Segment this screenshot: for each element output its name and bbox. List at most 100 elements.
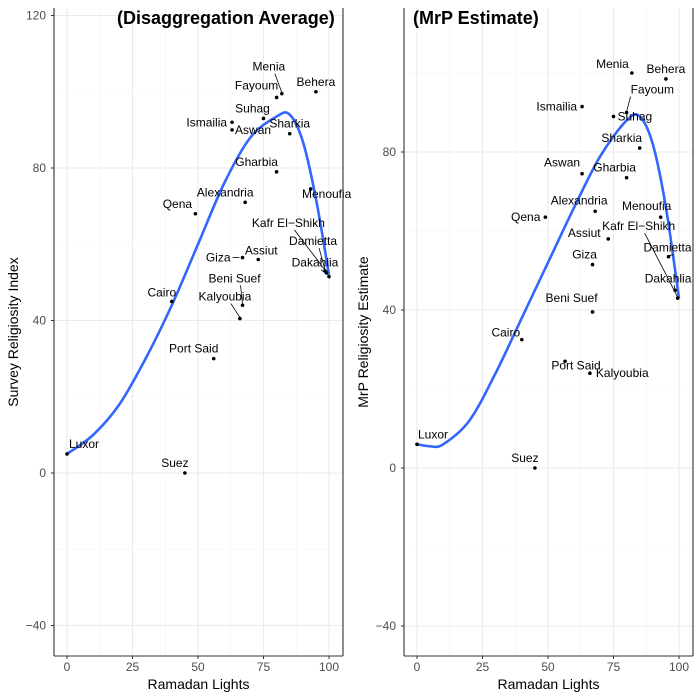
point-label: Gharbia [593, 161, 636, 175]
data-point [65, 452, 69, 456]
point-label: Menoufia [622, 199, 672, 213]
point-label: Menia [596, 57, 629, 71]
data-point [658, 215, 663, 219]
point-label: Assiut [568, 226, 601, 240]
data-point [624, 110, 629, 115]
point-label: Suhag [235, 101, 270, 115]
data-point [230, 128, 234, 132]
y-tick-label: −40 [26, 619, 47, 633]
data-point [563, 359, 567, 364]
point-label: Dakahlia [645, 271, 692, 285]
point-label: Damietta [289, 234, 337, 248]
point-label: Qena [163, 197, 193, 211]
label-leader-line [320, 269, 330, 276]
point-label: Suez [511, 451, 538, 465]
point-label: Aswan [235, 123, 271, 137]
point-label: Fayoum [235, 78, 278, 92]
data-point [606, 237, 611, 241]
label-leader-line [668, 254, 674, 257]
data-point [624, 175, 629, 180]
point-label: Behera [647, 62, 686, 76]
x-tick-label: 50 [191, 660, 205, 674]
label-leader-line [626, 96, 631, 112]
point-label: Giza [572, 248, 597, 262]
plot-area [404, 8, 693, 656]
data-point [308, 187, 313, 191]
point-label: Kafr El−Shikh [252, 216, 325, 230]
y-axis-title: MrP Religiosity Estimate [355, 256, 371, 408]
point-label: Aswan [544, 156, 580, 170]
x-tick-label: 25 [126, 660, 140, 674]
point-label: Ismailia [186, 115, 227, 129]
data-point [170, 299, 174, 304]
data-point [327, 274, 331, 279]
data-point [240, 303, 245, 308]
panel-disaggregation-average: Luxor Suez Cairo Port Said Kalyoubia Beni Sue… [5, 8, 352, 692]
point-label: Luxor [418, 427, 448, 441]
data-point [274, 170, 279, 174]
loess-smooth-line [416, 112, 681, 449]
point-label: Suez [161, 456, 188, 470]
panel-title: (MrP Estimate) [413, 8, 539, 28]
point-label: Fayoum [631, 83, 674, 97]
point-label: Menia [252, 60, 285, 74]
data-point [675, 296, 680, 300]
label-leader-line [274, 73, 283, 93]
label-leader-line [294, 229, 327, 273]
data-point [673, 288, 677, 293]
data-point [415, 442, 419, 447]
point-label: Alexandria [551, 193, 608, 207]
data-point [611, 114, 616, 119]
y-tick-label: 40 [33, 314, 47, 328]
data-point [520, 337, 524, 342]
point-label: Gharbia [235, 155, 278, 169]
data-point [287, 131, 292, 136]
data-point [238, 316, 242, 321]
y-tick-label: 0 [389, 461, 396, 475]
label-leader-line [240, 285, 243, 305]
data-point [664, 77, 668, 81]
data-point [256, 257, 261, 262]
data-point [533, 466, 537, 470]
label-leader-line [230, 303, 241, 318]
point-label: Cairo [147, 285, 176, 299]
point-label: Port Said [551, 358, 600, 372]
data-point [543, 215, 548, 219]
x-tick-label: 100 [319, 660, 339, 674]
data-point [240, 255, 245, 260]
label-leader-line [673, 285, 676, 290]
x-tick-label: 75 [257, 660, 271, 674]
point-label: Alexandria [197, 185, 254, 199]
data-point [637, 146, 642, 150]
y-tick-label: 40 [383, 303, 397, 317]
point-label: Luxor [69, 437, 99, 451]
y-tick-label: −40 [376, 619, 397, 633]
point-label: Ismailia [536, 100, 577, 114]
y-tick-label: 0 [39, 466, 46, 480]
point-label: Dakahlia [292, 256, 339, 270]
data-point [314, 89, 318, 94]
x-tick-label: 100 [669, 660, 689, 674]
point-label: Kalyoubia [596, 366, 649, 380]
point-label: Assiut [245, 244, 278, 258]
data-point [211, 356, 216, 361]
point-label: Sharkia [269, 117, 310, 131]
point-label: Port Said [169, 342, 218, 356]
data-point [580, 171, 584, 176]
point-label: Giza [206, 251, 231, 265]
point-label: Cairo [491, 326, 520, 340]
x-axis-title: Ramadan Lights [498, 676, 600, 692]
data-point [280, 91, 284, 96]
data-point [580, 104, 584, 109]
label-leader-line [644, 232, 679, 298]
point-label: Kalyoubia [199, 290, 252, 304]
data-point [193, 211, 198, 216]
data-point [590, 310, 595, 314]
x-tick-label: 75 [607, 660, 621, 674]
data-point [243, 200, 247, 205]
y-tick-label: 80 [33, 161, 47, 175]
point-label: Beni Suef [209, 271, 262, 285]
data-point [261, 116, 266, 121]
